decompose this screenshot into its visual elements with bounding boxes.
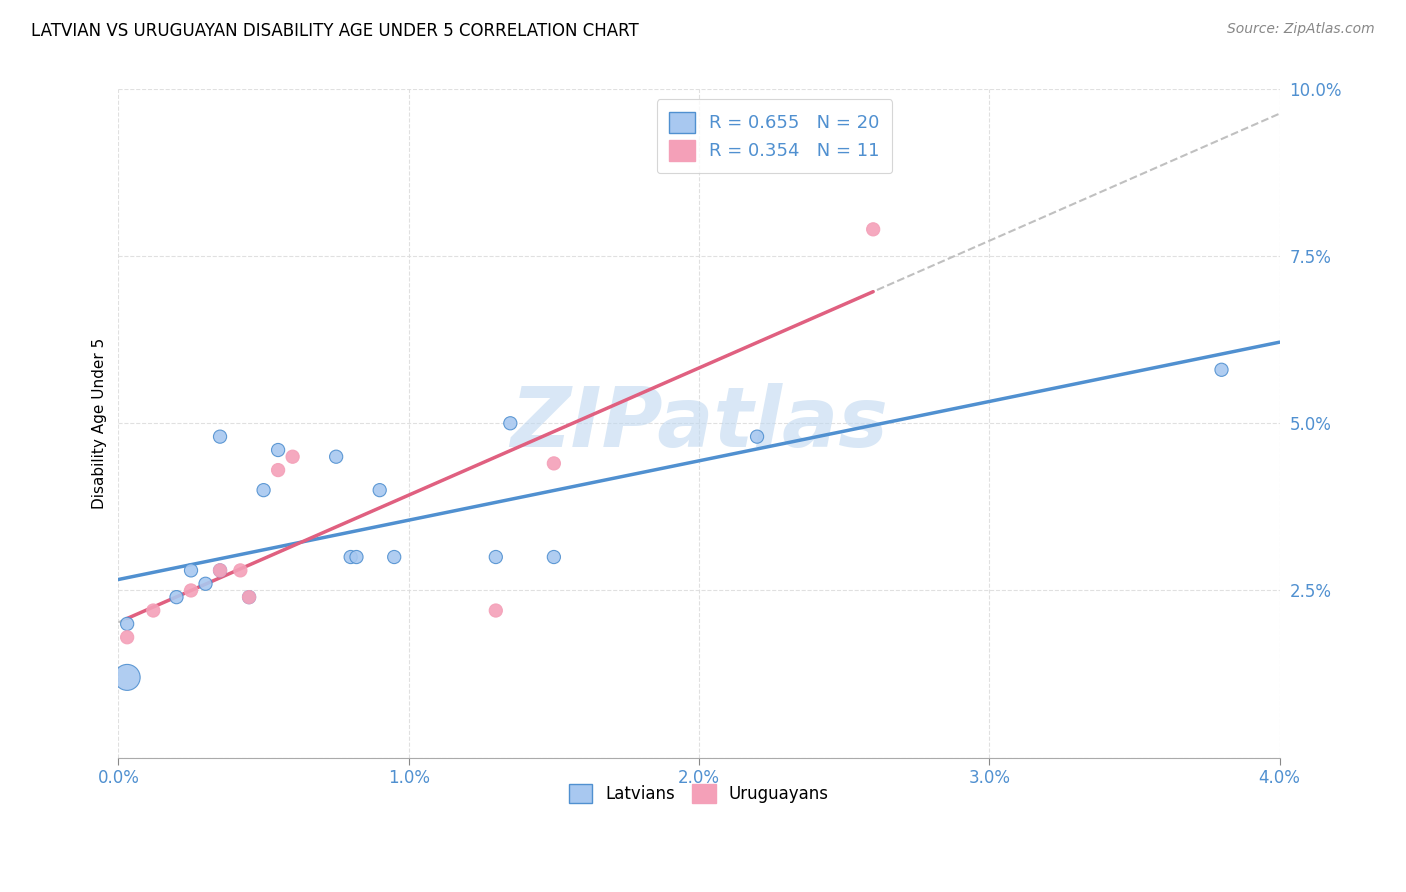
Point xyxy=(238,590,260,604)
Point xyxy=(499,417,522,431)
Point xyxy=(252,483,274,497)
Point xyxy=(209,563,232,577)
Point xyxy=(166,590,188,604)
Point xyxy=(862,222,884,236)
Point xyxy=(745,430,768,444)
Text: Source: ZipAtlas.com: Source: ZipAtlas.com xyxy=(1227,22,1375,37)
Point xyxy=(267,463,290,477)
Point xyxy=(485,549,508,564)
Point xyxy=(543,457,565,471)
Point xyxy=(115,670,138,684)
Point xyxy=(382,549,405,564)
Legend: Latvians, Uruguayans: Latvians, Uruguayans xyxy=(560,773,839,813)
Point xyxy=(281,450,304,464)
Text: ZIPatlas: ZIPatlas xyxy=(510,383,889,464)
Point xyxy=(180,583,202,598)
Point xyxy=(485,603,508,617)
Point xyxy=(115,630,138,644)
Point xyxy=(267,443,290,458)
Point xyxy=(229,563,252,577)
Point xyxy=(368,483,391,497)
Point xyxy=(142,603,165,617)
Point xyxy=(325,450,347,464)
Point xyxy=(209,430,232,444)
Point xyxy=(339,549,361,564)
Point xyxy=(238,590,260,604)
Point xyxy=(180,563,202,577)
Point xyxy=(209,563,232,577)
Point xyxy=(194,576,217,591)
Point xyxy=(115,616,138,631)
Text: LATVIAN VS URUGUAYAN DISABILITY AGE UNDER 5 CORRELATION CHART: LATVIAN VS URUGUAYAN DISABILITY AGE UNDE… xyxy=(31,22,638,40)
Point xyxy=(543,549,565,564)
Y-axis label: Disability Age Under 5: Disability Age Under 5 xyxy=(93,338,107,509)
Point xyxy=(346,549,368,564)
Point xyxy=(1211,363,1233,377)
